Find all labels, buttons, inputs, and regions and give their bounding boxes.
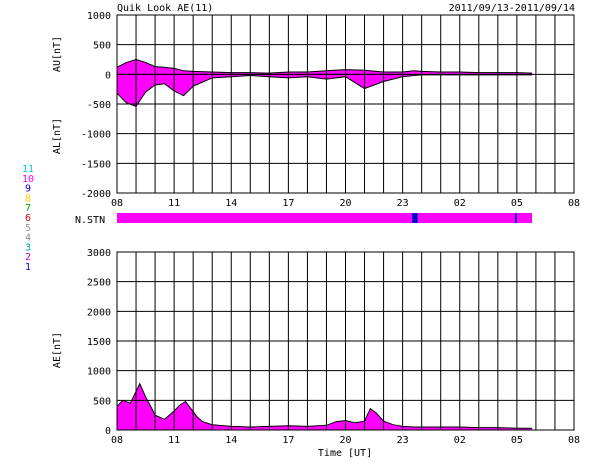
series-au-line xyxy=(116,58,533,74)
station-count-label: 7 xyxy=(25,203,31,214)
station-segment xyxy=(516,213,533,223)
y-tick-label: 0 xyxy=(105,426,111,437)
station-count-label: 11 xyxy=(22,164,34,175)
series-al-area xyxy=(117,74,533,107)
y-tick-label: -1000 xyxy=(81,130,111,141)
x-tick-label: 11 xyxy=(168,435,180,446)
series-ae-area xyxy=(117,383,533,430)
station-segment xyxy=(412,213,418,223)
station-count-label: 6 xyxy=(25,213,31,224)
station-count-label: 5 xyxy=(25,223,31,234)
y-tick-label: 0 xyxy=(105,70,111,81)
station-count-bar: N.STN xyxy=(75,213,533,226)
ae-axis-label: AE[nT] xyxy=(52,332,63,368)
x-tick-label: 17 xyxy=(282,198,294,209)
x-tick-label: 17 xyxy=(282,435,294,446)
x-tick-label: 05 xyxy=(511,198,523,209)
plot-frame xyxy=(116,251,575,431)
chart-title: Quik Look AE(11) xyxy=(117,3,213,14)
x-tick-label: 08 xyxy=(111,435,123,446)
y-tick-label: 500 xyxy=(93,41,111,52)
x-tick-label: 14 xyxy=(225,198,237,209)
x-tick-label: 20 xyxy=(339,198,351,209)
x-tick-label: 11 xyxy=(168,198,180,209)
station-segment xyxy=(515,213,517,223)
y-tick-label: 1000 xyxy=(87,367,111,378)
x-tick-label: 02 xyxy=(454,435,466,446)
series-al-line xyxy=(116,74,533,108)
x-tick-label: 14 xyxy=(225,435,237,446)
x-tick-label: 05 xyxy=(511,435,523,446)
y-tick-label: 2500 xyxy=(87,278,111,289)
station-count-label: 10 xyxy=(22,174,34,185)
y-tick-label: 2000 xyxy=(87,307,111,318)
x-axis-label: Time [UT] xyxy=(318,448,372,459)
x-tick-label: 02 xyxy=(454,198,466,209)
x-tick-label: 08 xyxy=(111,198,123,209)
station-segment xyxy=(417,213,515,223)
station-count-label: 2 xyxy=(25,252,31,263)
x-tick-label: 20 xyxy=(339,435,351,446)
date-range: 2011/09/13-2011/09/14 xyxy=(449,3,575,14)
station-count-label: 3 xyxy=(25,242,31,253)
y-tick-label: 1000 xyxy=(87,11,111,22)
x-tick-label: 08 xyxy=(568,435,580,446)
y-tick-label: -2000 xyxy=(81,189,111,200)
station-count-label: 9 xyxy=(25,184,31,195)
au-axis-label: AU[nT] xyxy=(52,36,63,72)
y-tick-label: 3000 xyxy=(87,248,111,259)
x-tick-label: 08 xyxy=(568,198,580,209)
y-tick-label: 500 xyxy=(93,396,111,407)
station-count-label: 1 xyxy=(25,262,31,273)
y-tick-label: 1500 xyxy=(87,337,111,348)
station-count-label: 4 xyxy=(25,233,31,244)
y-tick-label: -1500 xyxy=(81,159,111,170)
station-count-label: 8 xyxy=(25,193,31,204)
station-segment xyxy=(117,213,413,223)
station-bar-label: N.STN xyxy=(75,215,105,226)
x-tick-label: 23 xyxy=(397,435,409,446)
al-axis-label: AL[nT] xyxy=(52,118,63,154)
y-tick-label: -500 xyxy=(87,100,111,111)
plot-frame xyxy=(116,14,575,194)
x-tick-label: 23 xyxy=(397,198,409,209)
